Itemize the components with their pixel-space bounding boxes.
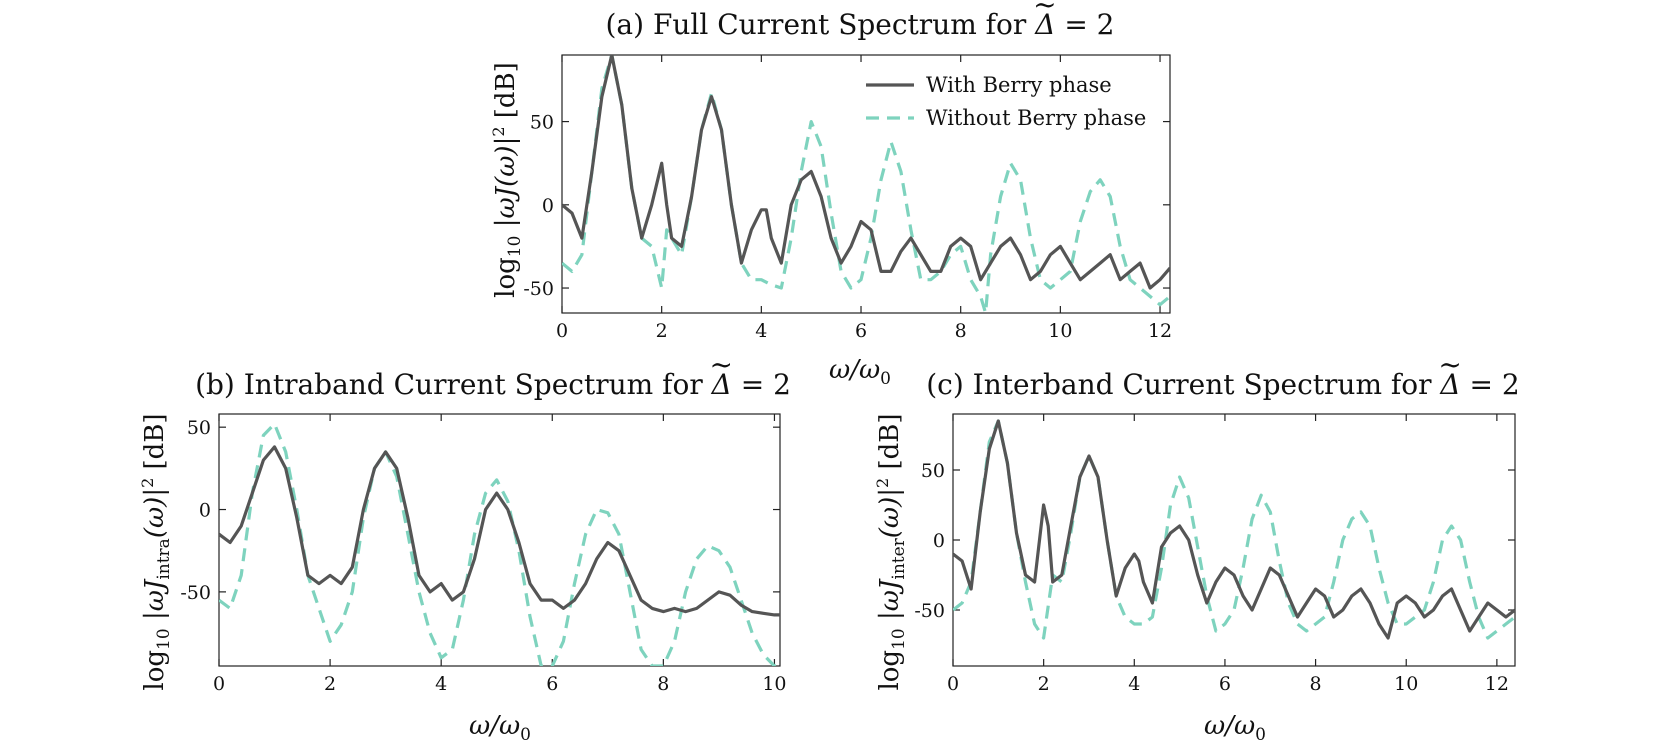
panel-b-intraband-current: (b) Intraband Current Spectrum for Δ = 2…	[138, 368, 791, 744]
panel-a-xlabel: ω/ω0	[829, 355, 891, 389]
panel-c-ytick-label: 50	[921, 460, 945, 482]
panel-c-title-tilde-icon: ~	[1438, 348, 1461, 381]
panel-c-xtick-label: 6	[1219, 673, 1231, 695]
panel-b-ytick-label: 0	[199, 500, 211, 522]
panel-b-series-without-berry-phase	[219, 422, 780, 666]
panel-a-xlabel-sub: 0	[880, 369, 891, 389]
panel-b-ytick-label: -50	[180, 582, 211, 604]
panel-b-title-prefix: (b) Intraband Current Spectrum for	[195, 368, 712, 401]
panel-b-ylabel: log10 |ωJintra(ω)|2 [dB]	[138, 413, 174, 690]
panel-a-full-current: (a) Full Current Spectrum for Δ = 2 log1…	[489, 8, 1172, 389]
panel-a-title-prefix: (a) Full Current Spectrum for	[606, 8, 1036, 41]
panel-a-series-without-berry-phase	[562, 55, 1170, 313]
panel-a-ylabel-rest: |ωJ(ω)|	[491, 137, 521, 236]
legend-with-label: With Berry phase	[926, 73, 1112, 97]
panel-c-xtick-label: 8	[1310, 673, 1322, 695]
panel-b-xtick-label: 8	[657, 673, 669, 695]
panel-c-xtick-label: 0	[947, 673, 959, 695]
panel-c-ylabel-sub: 10	[889, 628, 909, 650]
panel-c-title-symbol: Δ	[1439, 368, 1460, 401]
panel-a-ylabel: log10 |ωJ(ω)|2 [dB]	[489, 62, 525, 298]
panel-c-title: (c) Interband Current Spectrum for Δ = 2	[926, 368, 1519, 401]
panel-a-ylabel-unit: [dB]	[491, 62, 521, 126]
panel-c-ytick-label: 0	[933, 530, 945, 552]
panel-a-xtick-label: 6	[855, 320, 867, 342]
panel-b-ylabel-rest: |ωJ	[140, 578, 170, 628]
panel-b-title-symbol: Δ	[711, 368, 732, 401]
panel-b-ylabel-sub: 10	[154, 628, 174, 650]
panel-c-title-prefix: (c) Interband Current Spectrum for	[926, 368, 1440, 401]
panel-c-series-without-berry-phase	[953, 419, 1515, 640]
panel-c-xtick-label: 2	[1038, 673, 1050, 695]
panel-c-ylabel: log10 |ωJinter(ω)|2 [dB]	[873, 413, 909, 690]
panel-b-ytick-label: 50	[187, 417, 211, 439]
panel-b-title-tilde-icon: ~	[710, 348, 733, 381]
panel-c-ylabel-subscript: inter	[889, 537, 909, 579]
panel-b-ylabel-main: log	[140, 650, 170, 691]
panel-c-ylabel-main: log	[875, 650, 905, 691]
panel-a-title-tilde-icon: ~	[1033, 0, 1056, 21]
panel-b-xtick-label: 0	[213, 673, 225, 695]
panel-c-ytick-label: -50	[914, 600, 945, 622]
panel-b-xlabel-main: ω/ω	[469, 711, 520, 741]
panel-b-xtick-label: 10	[762, 673, 786, 695]
panel-b-title-suffix: = 2	[732, 368, 791, 401]
panel-a-ylabel-power: 2	[489, 126, 508, 136]
panel-b-xtick-label: 2	[324, 673, 336, 695]
panel-b-ylabel-power: 2	[138, 478, 157, 488]
panel-c-ylabel-unit: [dB]	[875, 413, 905, 477]
panel-a-ytick-label: 50	[530, 112, 554, 134]
panel-c-ylabel-power: 2	[873, 478, 892, 488]
panel-c-title-suffix: = 2	[1461, 368, 1520, 401]
panel-b-ylabel-unit: [dB]	[140, 413, 170, 477]
panel-a-title-symbol: Δ	[1034, 8, 1055, 41]
panel-b-ylabel-rest2: (ω)|	[140, 488, 170, 538]
panel-a-legend: With Berry phase Without Berry phase	[866, 73, 1146, 130]
panel-b-xlabel-sub: 0	[520, 725, 531, 744]
panel-c-ylabel-rest2: (ω)|	[875, 488, 905, 538]
panel-a-xlabel-main: ω/ω	[829, 355, 880, 385]
panel-c-interband-current: (c) Interband Current Spectrum for Δ = 2…	[873, 368, 1520, 744]
panel-b-xlabel: ω/ω0	[469, 711, 531, 744]
panel-a-xtick-label: 2	[656, 320, 668, 342]
panel-b-title: (b) Intraband Current Spectrum for Δ = 2	[195, 368, 791, 401]
panel-b-series-with-berry-phase	[219, 445, 780, 617]
panel-a-title: (a) Full Current Spectrum for Δ = 2	[606, 8, 1115, 41]
panel-b-xtick-label: 6	[546, 673, 558, 695]
panel-a-ylabel-sub: 10	[505, 236, 525, 258]
panel-c-xtick-label: 10	[1394, 673, 1418, 695]
panel-b-xtick-label: 4	[435, 673, 447, 695]
panel-c-xlabel: ω/ω0	[1204, 711, 1266, 744]
legend-without-label: Without Berry phase	[926, 106, 1146, 130]
panel-b-plot-area: 0 2 4 6 8 10 -50 0 50	[180, 414, 787, 695]
panel-a-xtick-label: 8	[955, 320, 967, 342]
panel-a-series-with-berry-phase	[562, 55, 1170, 290]
panel-c-ylabel-rest: |ωJ	[875, 578, 905, 628]
panel-a-ytick-label: 0	[542, 195, 554, 217]
panel-a-xtick-label: 4	[755, 320, 767, 342]
panel-c-plot-area: 0 2 4 6 8 10 12 -50 0 50	[914, 414, 1515, 695]
panel-c-xtick-label: 4	[1128, 673, 1140, 695]
panel-a-title-suffix: = 2	[1055, 8, 1114, 41]
panel-c-xtick-label: 12	[1485, 673, 1509, 695]
panel-b-plot-frame	[218, 413, 781, 667]
panel-b-ylabel-subscript: intra	[154, 538, 174, 579]
panel-a-xtick-label: 10	[1048, 320, 1072, 342]
panel-c-xlabel-sub: 0	[1255, 725, 1266, 744]
panel-a-plot-frame	[561, 54, 1171, 314]
panel-a-xtick-label: 12	[1148, 320, 1172, 342]
panel-a-xtick-label: 0	[556, 320, 568, 342]
panel-a-ylabel-main: log	[491, 257, 521, 298]
panel-a-ytick-label: -50	[523, 278, 554, 300]
panel-c-xlabel-main: ω/ω	[1204, 711, 1255, 741]
panel-c-series-with-berry-phase	[953, 419, 1515, 640]
